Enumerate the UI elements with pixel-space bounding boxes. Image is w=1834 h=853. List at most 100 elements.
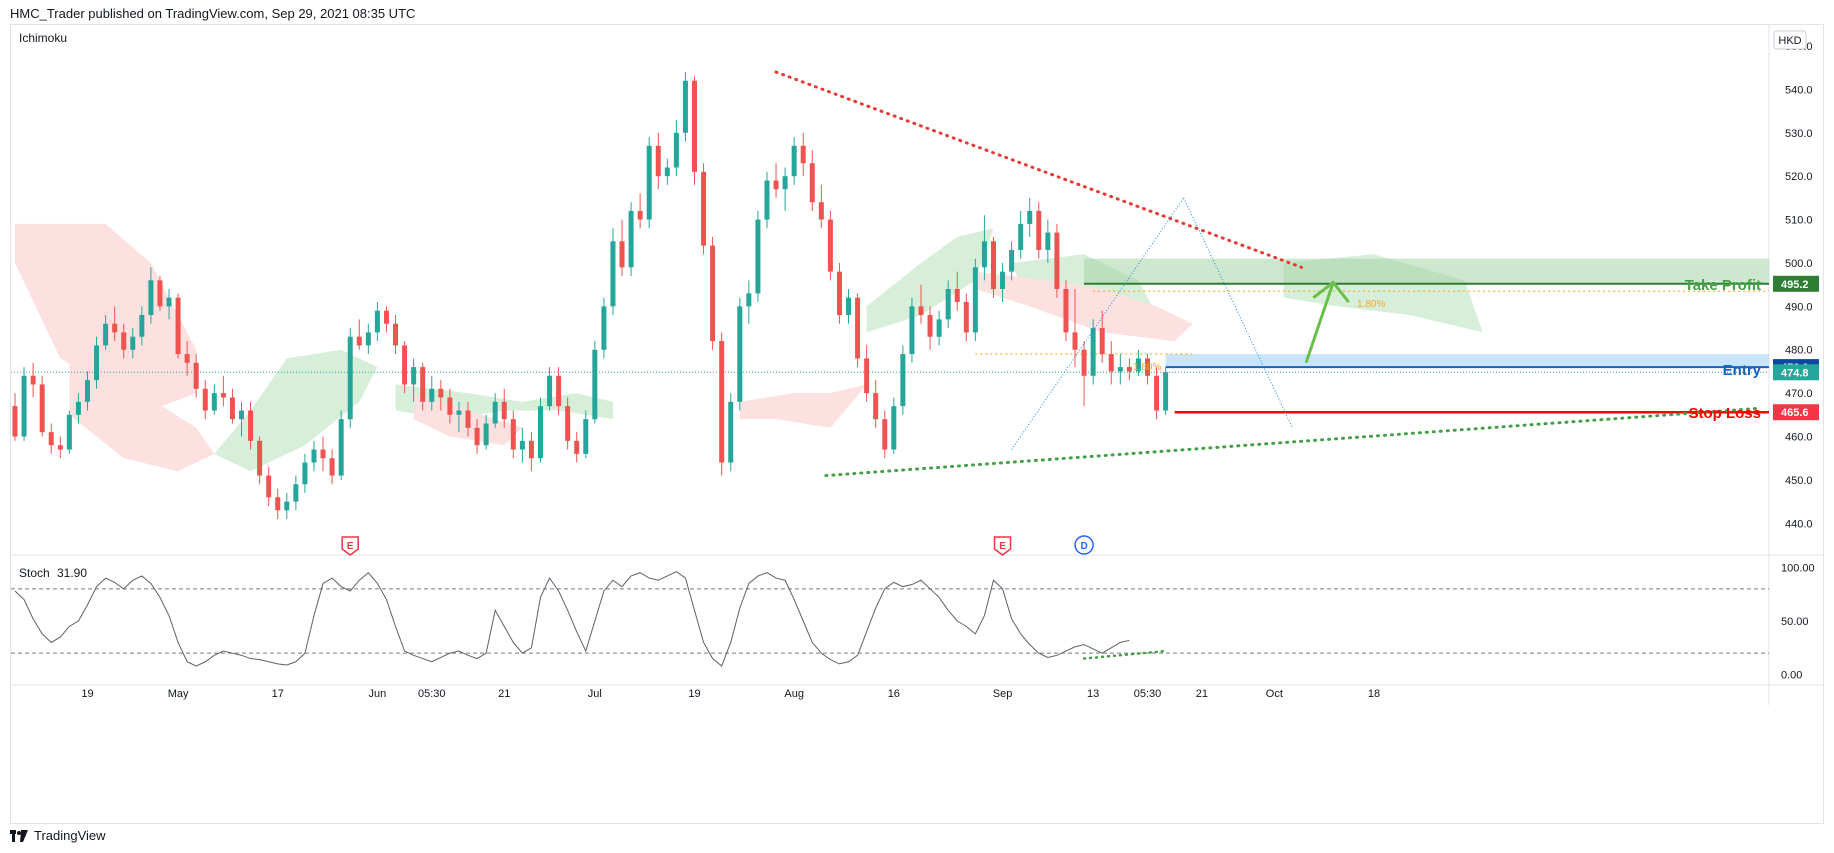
- candle-body[interactable]: [302, 462, 308, 485]
- candle-body[interactable]: [701, 171, 707, 246]
- candle-body[interactable]: [954, 289, 960, 303]
- candle-body[interactable]: [48, 432, 54, 446]
- candle-body[interactable]: [66, 414, 72, 450]
- candle-body[interactable]: [773, 180, 779, 190]
- candle-body[interactable]: [365, 332, 371, 346]
- candle-body[interactable]: [39, 384, 45, 433]
- candle-body[interactable]: [1009, 249, 1015, 272]
- candle-body[interactable]: [139, 315, 145, 337]
- candle-body[interactable]: [21, 375, 27, 437]
- earnings-marker[interactable]: E: [341, 536, 359, 556]
- candle-body[interactable]: [945, 289, 951, 320]
- candle-body[interactable]: [483, 423, 489, 446]
- candle-body[interactable]: [655, 145, 661, 177]
- candle-body[interactable]: [1063, 289, 1069, 333]
- chart-svg[interactable]: E E D 440.0 450.0 460.0 470.0 480.0 490.0 500.0 5…: [11, 25, 1823, 823]
- candle-body[interactable]: [447, 397, 453, 415]
- candle-body[interactable]: [510, 419, 516, 450]
- take-profit-zone[interactable]: [1084, 258, 1769, 284]
- candle-body[interactable]: [846, 297, 852, 316]
- candle-body[interactable]: [692, 80, 697, 172]
- support-trendline[interactable]: [824, 406, 1761, 478]
- candle-body[interactable]: [374, 310, 380, 333]
- candle-body[interactable]: [293, 484, 299, 502]
- candle-body[interactable]: [637, 210, 643, 220]
- dividend-marker[interactable]: D: [1074, 535, 1094, 555]
- candle-body[interactable]: [710, 245, 716, 342]
- candle-body[interactable]: [1054, 232, 1060, 289]
- candle-body[interactable]: [791, 145, 797, 177]
- stoch-line[interactable]: [14, 571, 1130, 667]
- candle-body[interactable]: [30, 375, 36, 385]
- candle-body[interactable]: [320, 449, 326, 459]
- candle-body[interactable]: [266, 475, 272, 498]
- candle-body[interactable]: [646, 145, 652, 220]
- candle-body[interactable]: [1090, 328, 1096, 376]
- candle-body[interactable]: [583, 419, 589, 454]
- candle-body[interactable]: [537, 406, 543, 459]
- earnings-marker[interactable]: E: [993, 536, 1012, 556]
- candle-body[interactable]: [103, 323, 109, 346]
- candle-body[interactable]: [855, 297, 861, 359]
- candle-body[interactable]: [166, 297, 172, 307]
- candle-body[interactable]: [465, 410, 471, 428]
- candle-body[interactable]: [220, 393, 226, 398]
- candle-body[interactable]: [383, 310, 389, 324]
- candle-body[interactable]: [1154, 375, 1160, 411]
- candle-body[interactable]: [1027, 210, 1033, 224]
- candle-body[interactable]: [94, 345, 100, 381]
- candle-body[interactable]: [746, 293, 752, 307]
- candle-body[interactable]: [1135, 358, 1141, 372]
- candle-body[interactable]: [519, 440, 525, 450]
- candle-body[interactable]: [547, 375, 553, 407]
- candle-body[interactable]: [864, 358, 870, 394]
- candle-body[interactable]: [393, 323, 399, 346]
- candle-body[interactable]: [112, 323, 118, 333]
- candle-body[interactable]: [157, 280, 163, 307]
- candle-body[interactable]: [990, 241, 996, 289]
- candle-body[interactable]: [873, 393, 879, 420]
- candle-body[interactable]: [592, 349, 598, 420]
- currency-button[interactable]: HKD: [1773, 30, 1807, 50]
- candle-body[interactable]: [782, 176, 788, 190]
- candle-body[interactable]: [239, 410, 244, 420]
- candle-body[interactable]: [1018, 223, 1024, 250]
- candle-body[interactable]: [737, 306, 743, 402]
- candle-body[interactable]: [809, 163, 815, 203]
- candle-body[interactable]: [402, 345, 408, 385]
- candle-body[interactable]: [75, 401, 81, 415]
- entry-zone[interactable]: [1165, 354, 1769, 368]
- candle-body[interactable]: [275, 497, 281, 511]
- candle-body[interactable]: [1163, 372, 1169, 411]
- candle-body[interactable]: [130, 336, 136, 350]
- candle-body[interactable]: [356, 336, 362, 346]
- candle-body[interactable]: [347, 336, 353, 420]
- stoch-label[interactable]: Stoch: [19, 566, 50, 580]
- candle-body[interactable]: [211, 393, 217, 411]
- candle-body[interactable]: [338, 419, 344, 476]
- candle-body[interactable]: [556, 375, 562, 407]
- candle-body[interactable]: [818, 202, 824, 220]
- candle-body[interactable]: [456, 410, 462, 415]
- candle-body[interactable]: [800, 145, 806, 164]
- candle-body[interactable]: [619, 241, 625, 268]
- candle-body[interactable]: [610, 241, 616, 307]
- candle-body[interactable]: [175, 297, 181, 355]
- candle-body[interactable]: [1145, 358, 1150, 376]
- candle-body[interactable]: [682, 80, 688, 133]
- candle-body[interactable]: [574, 440, 580, 454]
- resistance-trendline[interactable]: [774, 70, 1304, 269]
- candle-body[interactable]: [329, 458, 335, 476]
- candle-body[interactable]: [284, 501, 290, 511]
- candle-body[interactable]: [528, 440, 534, 459]
- candle-body[interactable]: [836, 271, 842, 316]
- candle-body[interactable]: [673, 132, 679, 168]
- candle-body[interactable]: [148, 280, 154, 316]
- candle-body[interactable]: [1117, 367, 1123, 372]
- candle-body[interactable]: [565, 406, 571, 441]
- candle-body[interactable]: [57, 445, 63, 450]
- candle-body[interactable]: [900, 354, 906, 407]
- candle-body[interactable]: [601, 306, 607, 350]
- candle-body[interactable]: [891, 406, 897, 450]
- candle-body[interactable]: [981, 241, 987, 268]
